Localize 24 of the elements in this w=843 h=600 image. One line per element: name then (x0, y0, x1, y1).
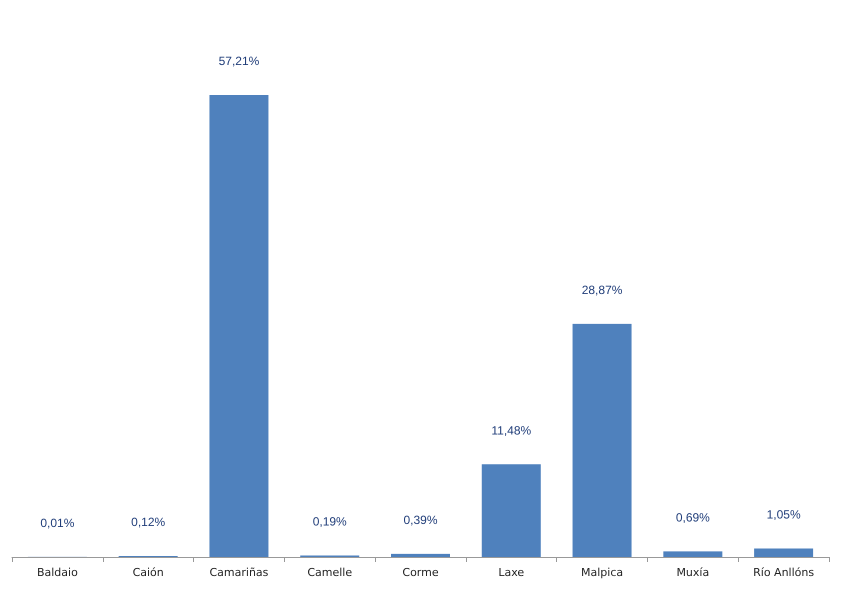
bar (482, 464, 541, 557)
x-tick-label: Río Anllóns (753, 566, 814, 579)
data-label: 0,12% (131, 515, 166, 530)
x-tick-label: Baldaio (36, 566, 78, 579)
x-tick-label: Caión (132, 566, 164, 579)
data-label: 0,69% (676, 510, 710, 524)
data-label: 0,39% (403, 512, 438, 527)
data-label: 57,21% (218, 54, 260, 68)
x-tick-label: Laxe (498, 566, 524, 579)
x-tick-label: Muxía (676, 566, 710, 579)
bar (572, 324, 632, 557)
data-label: 0,19% (312, 514, 348, 528)
x-tick-label: Malpica (580, 566, 624, 579)
bar (754, 548, 814, 557)
x-tick-label: Corme (402, 566, 439, 579)
data-label: 28,87% (582, 282, 623, 297)
x-tick-label: Camelle (307, 566, 352, 579)
x-tick-label: Camariñas (209, 566, 269, 579)
data-label: 0,01% (40, 516, 75, 530)
data-label: 1,05% (766, 508, 801, 522)
bar (663, 551, 722, 557)
bar (390, 554, 450, 557)
bar (209, 95, 268, 557)
data-label: 11,48% (491, 423, 532, 438)
